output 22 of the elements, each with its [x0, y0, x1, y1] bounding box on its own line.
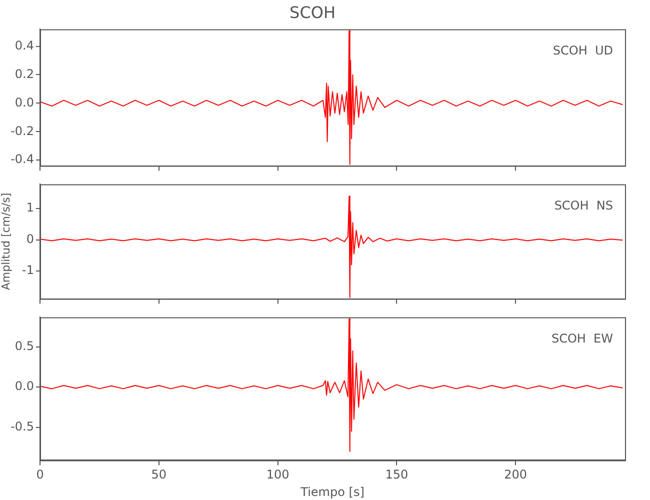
x-tick-label: 200 [504, 468, 528, 482]
y-tick-label: 0.0 [14, 95, 34, 110]
x-tick-label: 50 [151, 468, 167, 482]
y-tick-label: 0.5 [14, 339, 34, 354]
y-tick-label: -0.2 [10, 124, 34, 138]
y-tick-label: -0.4 [10, 152, 34, 166]
y-tick-label: 0 [26, 232, 34, 246]
y-tick-label: -1 [22, 263, 34, 278]
annotation: SCOH NS [554, 198, 613, 212]
annotation: SCOH EW [551, 331, 614, 346]
chart-title: SCOH [290, 2, 336, 22]
x-tick-label: 0 [36, 468, 44, 482]
y-tick-label: 0.0 [14, 379, 34, 394]
y-tick-label: 0.2 [14, 66, 34, 81]
y-tick-label: 1 [26, 200, 34, 215]
y-axis-title: Amplitud [cm/s/s] [0, 192, 12, 290]
annotation: SCOH UD [552, 43, 613, 58]
y-tick-label: -0.5 [10, 419, 34, 434]
x-axis-title: Tiempo [s] [300, 484, 364, 499]
x-tick-label: 150 [385, 468, 408, 482]
y-tick-label: 0.4 [14, 38, 34, 52]
x-tick-label: 100 [266, 468, 290, 482]
